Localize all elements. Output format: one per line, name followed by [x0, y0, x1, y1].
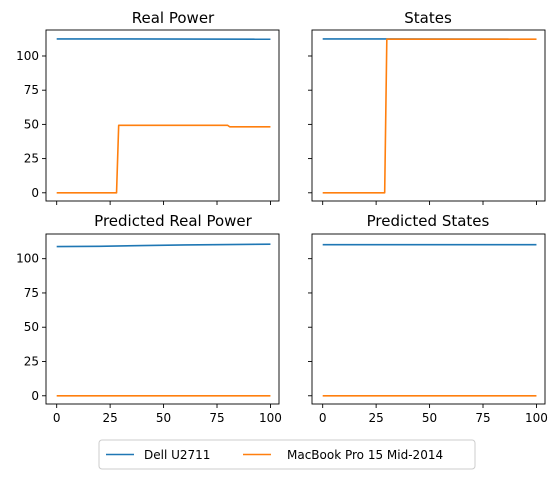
legend: Dell U2711 MacBook Pro 15 Mid-2014 [98, 439, 476, 470]
y-tick-label: 25 [24, 152, 39, 166]
subplot-title-states: States [404, 9, 452, 27]
legend-label-dell-u2711: Dell U2711 [144, 448, 210, 462]
x-tick-label: 50 [156, 411, 171, 425]
y-tick-label: 50 [24, 320, 39, 334]
subplot-title-real-power: Real Power [132, 9, 215, 27]
axes-frame [45, 29, 280, 202]
y-tick-label: 0 [31, 389, 39, 403]
y-tick-label: 75 [24, 286, 39, 300]
y-tick-label: 50 [24, 117, 39, 131]
x-tick-label: 50 [422, 411, 437, 425]
x-tick-label: 100 [259, 411, 282, 425]
y-tick-label: 25 [24, 355, 39, 369]
series-line-macbook-pro-15-mid-2014 [56, 124, 271, 194]
legend-label-macbook-pro: MacBook Pro 15 Mid-2014 [287, 448, 443, 462]
y-tick-label: 100 [16, 49, 39, 63]
subplot-title-predicted-real-power: Predicted Real Power [94, 212, 252, 230]
subplot-predicted-states: 0 25 50 75 100 [308, 233, 548, 425]
x-tick-label: 25 [368, 411, 383, 425]
y-tick-label: 75 [24, 83, 39, 97]
axes-frame [311, 29, 546, 202]
x-tick-label: 75 [209, 411, 224, 425]
x-tick-label: 25 [102, 411, 117, 425]
x-tick-label: 100 [525, 411, 548, 425]
subplot-states [308, 29, 546, 205]
subplot-predicted-real-power: 0 25 50 75 100 0 25 50 75 100 [16, 233, 282, 425]
subplot-title-predicted-states: Predicted States [367, 212, 490, 230]
subplot-real-power: 0 25 50 75 100 [16, 29, 280, 205]
x-tick-label: 0 [53, 411, 61, 425]
x-tick-label: 0 [319, 411, 327, 425]
series-line-macbook-pro-15-mid-2014 [322, 38, 537, 194]
x-tick-label: 75 [475, 411, 490, 425]
y-tick-label: 0 [31, 186, 39, 200]
legend-frame [98, 439, 476, 470]
y-tick-label: 100 [16, 252, 39, 266]
axes-frame [311, 233, 546, 405]
axes-frame [45, 233, 280, 405]
series-line-dell-u2711 [56, 243, 271, 248]
